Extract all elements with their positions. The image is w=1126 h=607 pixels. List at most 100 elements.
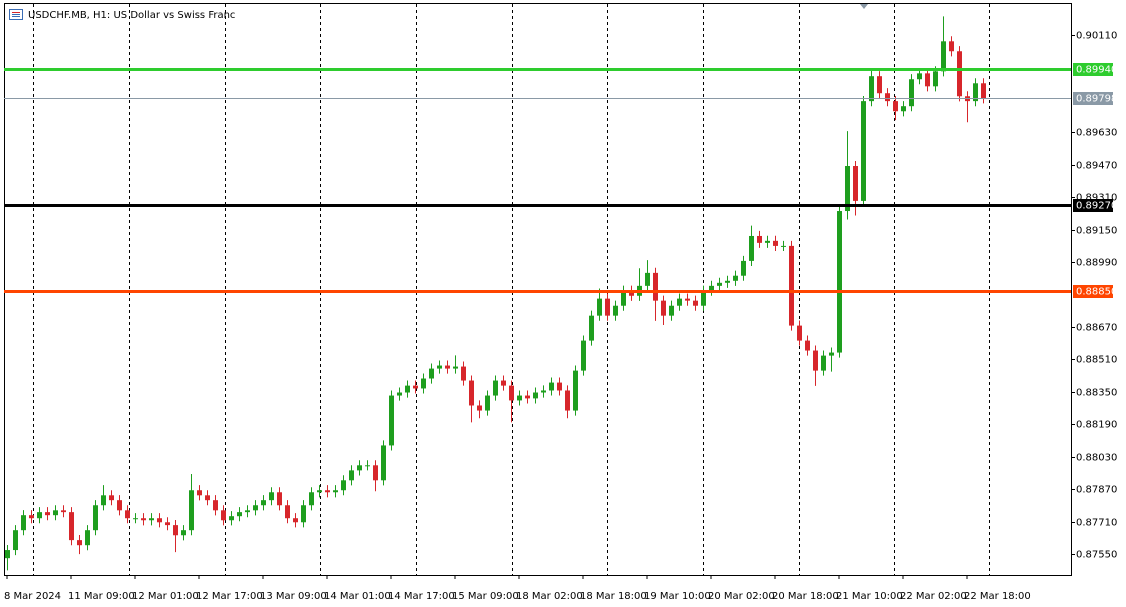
- y-tick-label: 0.88670: [1076, 323, 1117, 334]
- candle-body: [733, 275, 738, 281]
- candle-body: [461, 366, 466, 381]
- day-separators: [33, 4, 990, 575]
- candle-body: [181, 530, 186, 536]
- candle-body: [221, 510, 226, 521]
- candle-body: [413, 385, 418, 389]
- candle-body: [589, 315, 594, 341]
- candle-body: [493, 380, 498, 396]
- candle-body: [829, 352, 834, 356]
- level-label-box: [1073, 63, 1113, 76]
- candle-body: [877, 76, 882, 94]
- x-tick-label: 15 Mar 09:00: [452, 591, 519, 602]
- candle-body: [357, 465, 362, 471]
- candle-body: [213, 500, 218, 511]
- x-tick-label: 22 Mar 18:00: [964, 591, 1031, 602]
- candle-body: [253, 505, 258, 511]
- candle-body: [373, 465, 378, 481]
- candle-body: [917, 73, 922, 80]
- level-label-box: [1073, 199, 1113, 212]
- candle-body: [885, 93, 890, 102]
- candle-body: [509, 385, 514, 401]
- y-tick-label: 0.88030: [1076, 453, 1117, 464]
- x-tick-label: 18 Mar 02:00: [516, 591, 583, 602]
- candle-body: [957, 51, 962, 97]
- candle-body: [405, 385, 410, 393]
- y-tick-label: 0.87550: [1076, 550, 1117, 561]
- candle-body: [613, 305, 618, 316]
- candle-body: [77, 540, 82, 546]
- candle-body: [973, 83, 978, 102]
- candle-body: [277, 492, 282, 506]
- candle-body: [725, 280, 730, 283]
- candle-body: [173, 525, 178, 536]
- candle-body: [93, 505, 98, 531]
- candle-body: [61, 510, 66, 513]
- candle-body: [701, 290, 706, 306]
- candle-body: [533, 392, 538, 399]
- candle-body: [893, 101, 898, 112]
- candle-body: [685, 298, 690, 301]
- candle-body: [621, 290, 626, 306]
- y-tick-label: 0.88190: [1076, 420, 1117, 431]
- candle-body: [669, 305, 674, 316]
- candle-body: [437, 365, 442, 369]
- candle-body: [597, 298, 602, 316]
- y-tick-label: 0.87710: [1076, 518, 1117, 529]
- candle-body: [645, 272, 650, 286]
- candle-body: [333, 490, 338, 493]
- candle-body: [133, 518, 138, 520]
- candle-body: [165, 522, 170, 526]
- candle-body: [189, 490, 194, 531]
- level-label-box: [1073, 92, 1113, 105]
- y-tick-label: 0.89630: [1076, 128, 1117, 139]
- candle-body: [781, 245, 786, 247]
- candle-body: [741, 260, 746, 276]
- x-tick-label: 19 Mar 10:00: [644, 591, 711, 602]
- symbol-icon: [9, 9, 23, 20]
- level-label-box: [1073, 285, 1113, 298]
- x-tick-label: 12 Mar 01:00: [132, 591, 199, 602]
- candle-body: [765, 240, 770, 243]
- candle-body: [661, 300, 666, 316]
- candle-body: [421, 378, 426, 389]
- candle-body: [301, 505, 306, 523]
- candle-body: [573, 370, 578, 411]
- y-tick-label: 0.88350: [1076, 388, 1117, 399]
- shift-marker: [860, 4, 868, 9]
- candle-body: [469, 380, 474, 406]
- candle-body: [37, 512, 42, 519]
- candle-body: [981, 83, 986, 99]
- candle-body: [157, 518, 162, 523]
- candle-body: [853, 166, 858, 201]
- candle-body: [453, 366, 458, 369]
- candle-body: [797, 325, 802, 341]
- y-tick-label: 0.88990: [1076, 258, 1117, 269]
- candle-body: [261, 500, 266, 506]
- candle-body: [245, 510, 250, 513]
- y-tick-label: 0.89150: [1076, 226, 1117, 237]
- candle-body: [13, 530, 18, 551]
- x-tick-label: 20 Mar 18:00: [772, 591, 839, 602]
- level-label: 0.89270: [1076, 201, 1117, 212]
- candle-body: [365, 465, 370, 467]
- candle-body: [541, 390, 546, 393]
- candle-body: [837, 211, 842, 353]
- x-tick-label: 21 Mar 10:00: [836, 591, 903, 602]
- plot-frame: [4, 3, 1072, 576]
- candle-body: [85, 530, 90, 546]
- candle-body: [389, 395, 394, 446]
- y-tick-label: 0.90110: [1076, 31, 1117, 42]
- candle-body: [45, 512, 50, 516]
- level-label: 0.89798: [1076, 94, 1117, 105]
- candle-body: [53, 510, 58, 516]
- candle-body: [693, 300, 698, 306]
- candle-body: [501, 380, 506, 386]
- candle-body: [229, 516, 234, 521]
- candle-body: [605, 298, 610, 316]
- candle-body: [5, 550, 10, 559]
- candle-body: [941, 41, 946, 72]
- candle-body: [861, 101, 866, 201]
- candle-body: [117, 500, 122, 511]
- candle-body: [485, 395, 490, 411]
